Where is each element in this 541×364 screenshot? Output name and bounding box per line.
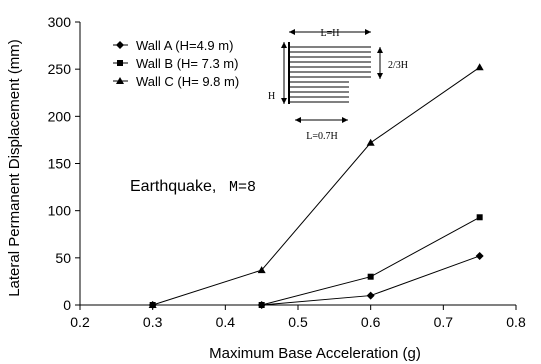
legend-label: Wall B (H= 7.3 m) bbox=[136, 56, 238, 71]
annotation-label: Earthquake, bbox=[130, 178, 216, 195]
x-ticks: 0.2 0.3 0.4 0.5 0.6 0.7 0.8 bbox=[70, 305, 526, 330]
inset-arrowhead bbox=[281, 98, 287, 104]
inset-arrowhead bbox=[365, 29, 371, 35]
series-3 bbox=[148, 63, 484, 308]
annotation-magnitude: M=8 bbox=[229, 179, 256, 196]
inset-arrowhead bbox=[289, 29, 295, 35]
legend-marker bbox=[117, 60, 123, 66]
inset-arrowhead bbox=[295, 117, 301, 123]
legend: Wall A (H=4.9 m) Wall B (H= 7.3 m) Wall C … bbox=[113, 38, 239, 89]
y-ticks: 0 50 100 150 200 250 300 bbox=[48, 14, 80, 313]
y-tick-label: 300 bbox=[48, 14, 72, 30]
data-point bbox=[475, 251, 484, 260]
y-axis-title: Lateral Permanent Displacement (mm) bbox=[6, 39, 23, 297]
x-tick-label: 0.6 bbox=[361, 314, 381, 330]
inset-arrowhead bbox=[342, 117, 348, 123]
x-tick-label: 0.7 bbox=[434, 314, 454, 330]
data-point bbox=[367, 273, 374, 280]
inset-side-label: 2/3H bbox=[388, 60, 408, 71]
y-tick-label: 200 bbox=[48, 108, 72, 124]
x-tick-label: 0.4 bbox=[216, 314, 236, 330]
x-tick-label: 0.5 bbox=[288, 314, 308, 330]
inset-height-label: H bbox=[268, 91, 275, 102]
inset-bottom-label: L=0.7H bbox=[306, 131, 337, 142]
data-point bbox=[476, 214, 483, 221]
inset-top-label: L=H bbox=[321, 28, 340, 39]
y-tick-label: 50 bbox=[55, 250, 71, 266]
legend-marker bbox=[116, 77, 124, 84]
inset-arrowhead bbox=[377, 73, 383, 79]
data-point bbox=[148, 301, 157, 308]
data-point bbox=[366, 291, 375, 300]
data-point bbox=[257, 266, 266, 274]
legend-label: Wall A (H=4.9 m) bbox=[136, 38, 233, 53]
y-tick-label: 250 bbox=[48, 61, 72, 77]
x-axis-title: Maximum Base Acceleration (g) bbox=[209, 345, 421, 362]
x-tick-label: 0.8 bbox=[506, 314, 526, 330]
data-point bbox=[366, 138, 375, 146]
legend-marker bbox=[116, 41, 124, 49]
series-line bbox=[152, 216, 480, 306]
series-group bbox=[148, 63, 484, 309]
x-tick-label: 0.2 bbox=[70, 314, 90, 330]
y-tick-label: 100 bbox=[48, 203, 72, 219]
legend-label: Wall C (H= 9.8 m) bbox=[136, 74, 239, 89]
wall-schematic-inset: L=H H 2/3H L=0.7H bbox=[268, 28, 408, 142]
earthquake-annotation: Earthquake, M=8 bbox=[130, 178, 256, 196]
series-line bbox=[152, 66, 480, 306]
inset-arrowhead bbox=[377, 47, 383, 53]
data-point bbox=[258, 302, 265, 308]
inset-reinforcement-strips bbox=[290, 46, 371, 103]
inset-arrowhead bbox=[281, 42, 287, 48]
y-tick-label: 150 bbox=[48, 156, 72, 172]
y-tick-label: 0 bbox=[63, 297, 71, 313]
x-tick-label: 0.3 bbox=[143, 314, 163, 330]
data-point bbox=[475, 63, 484, 71]
